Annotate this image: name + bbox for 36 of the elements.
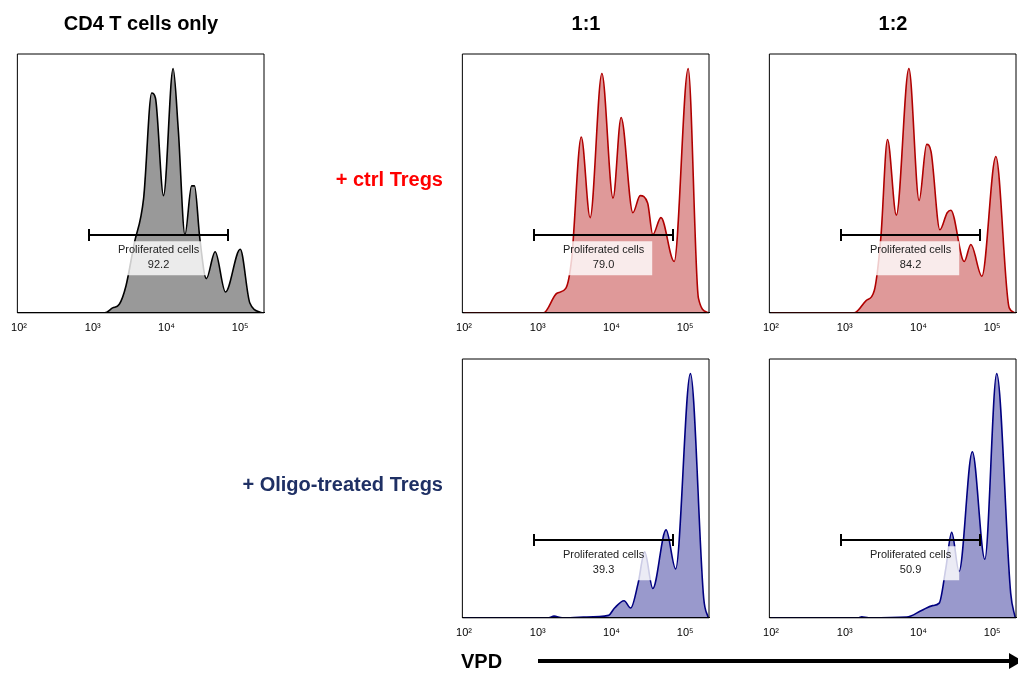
annotation: 92.2 (147, 257, 170, 270)
annotation: Proliferated cells (869, 242, 952, 255)
chart-title: CD4 T cells only (62, 12, 220, 35)
x-tick-label: 10² (11, 321, 28, 334)
x-tick-label: 10² (456, 626, 473, 639)
x-tick-label: 10⁵ (676, 626, 694, 639)
y-axis-title: + ctrl Tregs (334, 168, 443, 191)
x-tick-label: 10³ (529, 626, 547, 639)
x-tick-label: 10⁴ (603, 626, 621, 639)
annotation: 84.2 (899, 257, 922, 270)
x-tick-label: 10² (763, 321, 780, 334)
annotation: 39.3 (592, 562, 615, 575)
x-tick-label: 10³ (84, 321, 102, 334)
x-tick-label: 10⁵ (983, 626, 1001, 639)
x-tick-label: 10² (456, 321, 473, 334)
y-axis-title: + Oligo-treated Tregs (241, 473, 443, 496)
annotation: Proliferated cells (562, 547, 645, 560)
annotation: Proliferated cells (869, 547, 952, 560)
x-tick-label: 10⁵ (983, 321, 1001, 334)
x-tick-label: 10³ (836, 626, 854, 639)
x-tick-label: 10³ (836, 321, 854, 334)
x-tick-label: 10⁴ (910, 626, 928, 639)
x-tick-label: 10⁴ (158, 321, 176, 334)
annotation: 79.0 (592, 257, 615, 270)
annotation: 50.9 (899, 562, 922, 575)
annotation: Proliferated cells (562, 242, 645, 255)
x-tick-label: 10² (763, 626, 780, 639)
x-tick-label: 10⁵ (231, 321, 249, 334)
chart-title: 1:2 (877, 12, 909, 35)
chart-title: 1:1 (570, 12, 602, 35)
x-axis-title: VPD (461, 649, 503, 673)
x-tick-label: 10³ (529, 321, 547, 334)
x-tick-label: 10⁴ (603, 321, 621, 334)
annotation: Proliferated cells (117, 242, 200, 255)
x-tick-label: 10⁵ (676, 321, 694, 334)
x-tick-label: 10⁴ (910, 321, 928, 334)
